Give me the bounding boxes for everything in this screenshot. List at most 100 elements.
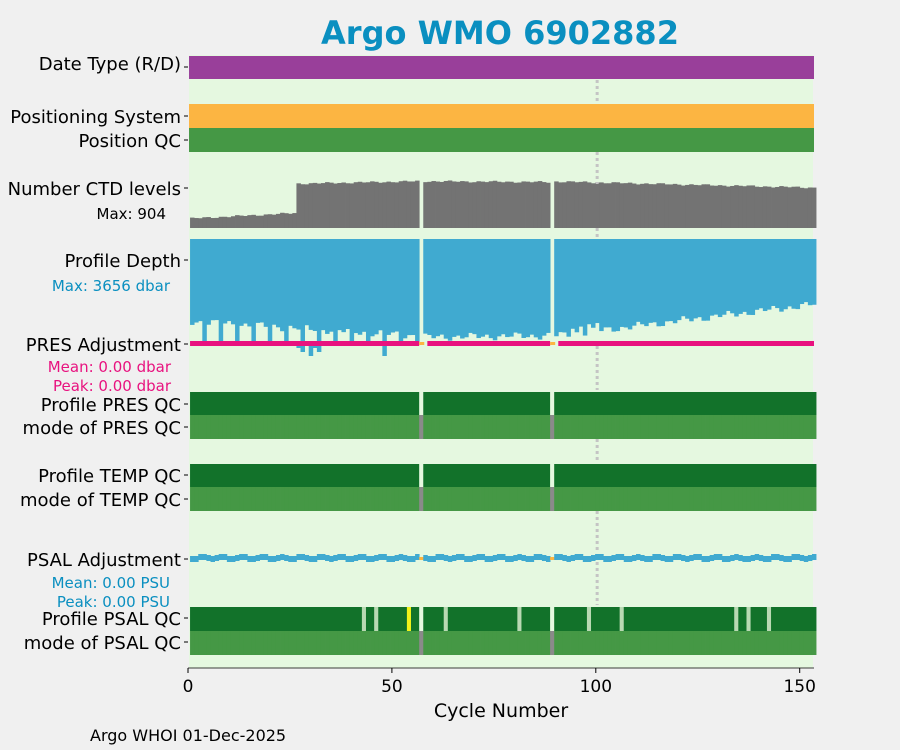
temp-qc-cycle xyxy=(734,464,739,487)
psal-qc-cycle xyxy=(292,607,297,631)
mode-temp-qc-cycle xyxy=(218,487,224,511)
psal-qc-cycle xyxy=(775,607,780,631)
profile-depth-bar xyxy=(280,239,285,332)
mode-psal-qc-cycle xyxy=(787,631,792,655)
mode-pres-qc-cycle xyxy=(492,415,498,439)
psal-qc-cycle xyxy=(717,607,723,631)
ctd-level-bar xyxy=(721,185,727,228)
temp-qc-cycle xyxy=(685,464,690,487)
label-profile-temp-qc: Profile TEMP QC xyxy=(38,466,181,487)
mode-temp-qc-cycle xyxy=(803,487,809,511)
psal-adjustment-bar xyxy=(267,556,273,562)
mode-pres-qc-cycle xyxy=(431,415,436,439)
psal-adjustment-bar xyxy=(386,556,391,562)
ctd-level-bar xyxy=(750,185,756,228)
mode-psal-qc-cycle xyxy=(558,631,563,655)
mode-pres-qc-cycle xyxy=(509,415,514,439)
temp-qc-cycle xyxy=(251,464,256,487)
temp-qc-cycle xyxy=(570,464,576,487)
psal-adjustment-bar xyxy=(202,554,207,560)
psal-qc-cycle xyxy=(333,607,338,631)
ctd-level-bar xyxy=(390,182,396,228)
psal-qc-cycle xyxy=(488,607,494,631)
mode-temp-qc-cycle xyxy=(275,487,281,511)
mode-pres-qc-cycle xyxy=(672,415,678,439)
profile-depth-bar xyxy=(267,239,273,342)
temp-qc-cycle xyxy=(513,464,518,487)
profile-depth-bar xyxy=(546,239,551,333)
mode-temp-qc-cycle xyxy=(631,487,637,511)
profile-depth-bar xyxy=(410,239,416,336)
temp-qc-cycle xyxy=(664,464,670,487)
temp-qc-cycle xyxy=(435,464,441,487)
label-mode-psal-qc: mode of PSAL QC xyxy=(24,633,181,654)
mode-temp-qc-cycle xyxy=(791,487,796,511)
profile-depth-bar xyxy=(353,239,359,334)
psal-adjustment-bar xyxy=(771,554,776,560)
profile-depth-excursion xyxy=(308,343,314,356)
psal-qc-cycle xyxy=(382,607,387,631)
mode-temp-qc-cycle xyxy=(259,487,265,511)
label-pres-mean: Mean: 0.00 dbar xyxy=(48,358,172,376)
mode-pres-qc-cycle xyxy=(627,415,633,439)
psal-adjustment-bar xyxy=(709,555,715,561)
mode-pres-qc-cycle xyxy=(312,415,318,439)
psal-qc-cycle xyxy=(709,607,715,631)
mode-pres-qc-cycle xyxy=(271,415,277,439)
temp-qc-cycle xyxy=(525,464,531,487)
psal-adjustment-bar xyxy=(320,554,326,560)
profile-depth-bar xyxy=(685,239,690,319)
psal-qc-cycle xyxy=(431,607,436,631)
pres-qc-cycle xyxy=(734,392,739,415)
mode-pres-qc-cycle xyxy=(386,415,391,439)
ctd-level-bar xyxy=(570,181,576,228)
psal-adjustment-bar xyxy=(370,556,375,562)
mode-temp-qc-cycle xyxy=(325,487,330,511)
pres-qc-cycle xyxy=(505,392,510,415)
profile-depth-bar xyxy=(476,239,481,339)
mode-pres-qc-cycle xyxy=(591,415,596,439)
profile-depth-bar xyxy=(226,239,232,322)
psal-qc-cycle xyxy=(681,607,686,631)
mode-temp-qc-cycle xyxy=(316,487,322,511)
ctd-level-bar xyxy=(586,182,592,228)
profile-depth-bar xyxy=(190,239,195,325)
profile-depth-bar xyxy=(329,239,334,332)
psal-adjustment-bar xyxy=(664,556,670,562)
psal-qc-cycle xyxy=(599,607,604,631)
ctd-level-bar xyxy=(292,213,297,228)
psal-qc-cycle xyxy=(550,607,555,631)
ctd-level-bar xyxy=(713,185,719,228)
psal-adjustment-bar xyxy=(787,556,792,562)
psal-qc-cycle xyxy=(492,607,498,631)
pres-qc-cycle xyxy=(787,392,792,415)
ctd-level-bar xyxy=(206,217,211,228)
pres-qc-cycle xyxy=(190,392,195,415)
temp-qc-cycle xyxy=(398,464,404,487)
mode-temp-qc-cycle xyxy=(382,487,387,511)
ctd-level-bar xyxy=(795,186,801,228)
mode-temp-qc-cycle xyxy=(464,487,469,511)
mode-pres-qc-cycle xyxy=(316,415,322,439)
mode-temp-qc-cycle xyxy=(558,487,563,511)
psal-adjustment-bar xyxy=(427,556,432,562)
mode-pres-qc-cycle xyxy=(325,415,330,439)
temp-qc-cycle xyxy=(541,464,547,487)
temp-qc-cycle xyxy=(771,464,776,487)
mode-temp-qc-cycle xyxy=(394,487,400,511)
temp-qc-cycle xyxy=(656,464,661,487)
profile-depth-bar xyxy=(705,239,711,321)
psal-qc-cycle xyxy=(513,607,518,631)
temp-qc-cycle xyxy=(222,464,228,487)
mode-psal-qc-cycle xyxy=(267,631,273,655)
psal-adjustment-bar xyxy=(226,556,232,562)
profile-depth-bar xyxy=(431,239,436,339)
psal-qc-cycle xyxy=(697,607,702,631)
psal-adjustment-bar xyxy=(496,554,502,560)
mode-psal-qc-cycle xyxy=(505,631,510,655)
mode-psal-qc-cycle xyxy=(631,631,637,655)
psal-adjustment-bar xyxy=(558,554,563,560)
pres-qc-cycle xyxy=(705,392,711,415)
psal-adjustment-bar xyxy=(337,554,342,560)
psal-adjustment-bar xyxy=(742,556,747,562)
